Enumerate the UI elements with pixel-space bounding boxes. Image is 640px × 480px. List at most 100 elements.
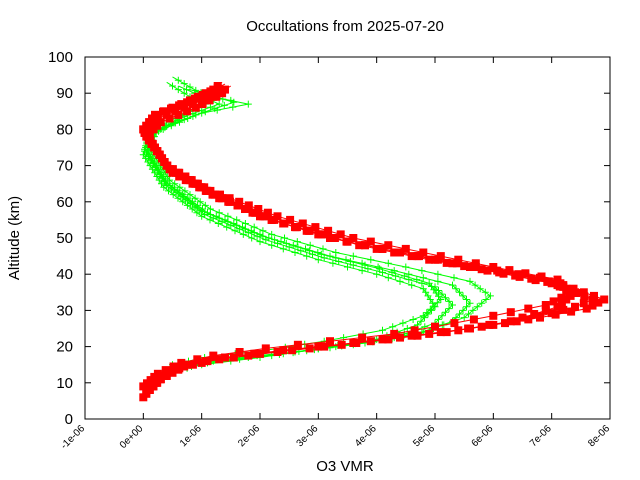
data-point [572,289,581,297]
data-point [239,230,247,238]
y-tick-label: 0 [65,411,73,428]
data-point [250,229,258,237]
y-tick-label: 40 [56,266,73,283]
data-point [530,310,539,318]
data-point [434,277,442,285]
data-point [456,310,463,318]
data-point [588,301,597,310]
data-point [271,236,279,244]
data-point [175,364,184,373]
data-point [233,221,241,229]
data-point [463,296,470,303]
data-point [146,162,154,170]
data-point [175,189,183,197]
data-point [390,329,399,338]
data-point [419,312,427,320]
data-point [407,331,416,340]
data-point [148,156,155,164]
data-point [466,277,474,285]
data-point [384,274,392,282]
data-point [184,196,192,204]
data-point [449,281,456,289]
data-point [329,259,337,267]
data-point [231,227,239,235]
data-point [304,226,313,235]
y-tick-label: 30 [56,302,73,319]
data-point [478,299,486,307]
data-point [314,256,322,264]
x-tick-label: 8e-06 [586,423,612,449]
data-point [433,299,441,307]
data-point [293,238,301,246]
data-point [159,174,167,182]
data-point [337,340,346,349]
data-point [155,176,163,184]
data-point [268,241,276,249]
x-tick-label: -1e-06 [59,423,88,452]
data-point [471,281,479,289]
data-point [279,346,288,355]
data-point [495,268,504,277]
data-point [162,178,169,186]
data-point [459,292,467,300]
data-point [263,208,272,217]
data-point [183,98,192,107]
data-point [379,326,386,334]
data-point [436,328,445,337]
data-point [150,160,158,168]
data-point [452,285,460,293]
data-point [209,351,218,360]
data-point [311,223,320,232]
x-tick-label: 1e-06 [178,423,204,449]
data-point [408,281,416,289]
data-point [235,348,244,356]
data-point [442,308,449,316]
data-point [193,179,202,188]
data-point [314,342,323,351]
data-point [413,276,421,284]
data-point [167,367,176,376]
data-point [402,263,410,271]
data-point [384,259,392,267]
data-point [202,357,210,366]
data-point [259,232,267,240]
data-point [186,83,194,91]
red-profiles [139,81,609,402]
data-point [505,266,514,275]
data-point [250,349,259,358]
data-point [205,96,214,105]
y-tick-label: 90 [56,85,73,102]
data-point [426,296,434,303]
data-point [549,297,558,306]
data-point [169,82,176,90]
y-tick-label: 100 [48,49,73,66]
data-point [174,76,182,84]
data-point [171,185,178,193]
data-point [551,310,560,319]
data-point [145,153,153,161]
data-point [463,303,470,311]
data-point [409,316,417,323]
data-point [424,292,432,300]
data-point [419,285,427,293]
data-point [191,194,199,202]
data-point [471,259,480,268]
profiles-layer [139,76,609,402]
data-point [418,267,426,275]
x-tick-label: 6e-06 [470,423,496,449]
y-tick-label: 80 [56,121,73,138]
data-point [431,255,439,264]
data-point [158,180,165,188]
data-point [152,163,160,171]
data-point [419,274,427,282]
data-point [405,270,413,278]
data-point [196,198,204,206]
data-point [294,243,302,251]
data-point [434,270,442,278]
data-point [306,241,314,249]
data-point [241,225,249,233]
data-point [193,355,202,364]
x-tick-label: 7e-06 [528,423,554,449]
data-point [486,292,494,300]
